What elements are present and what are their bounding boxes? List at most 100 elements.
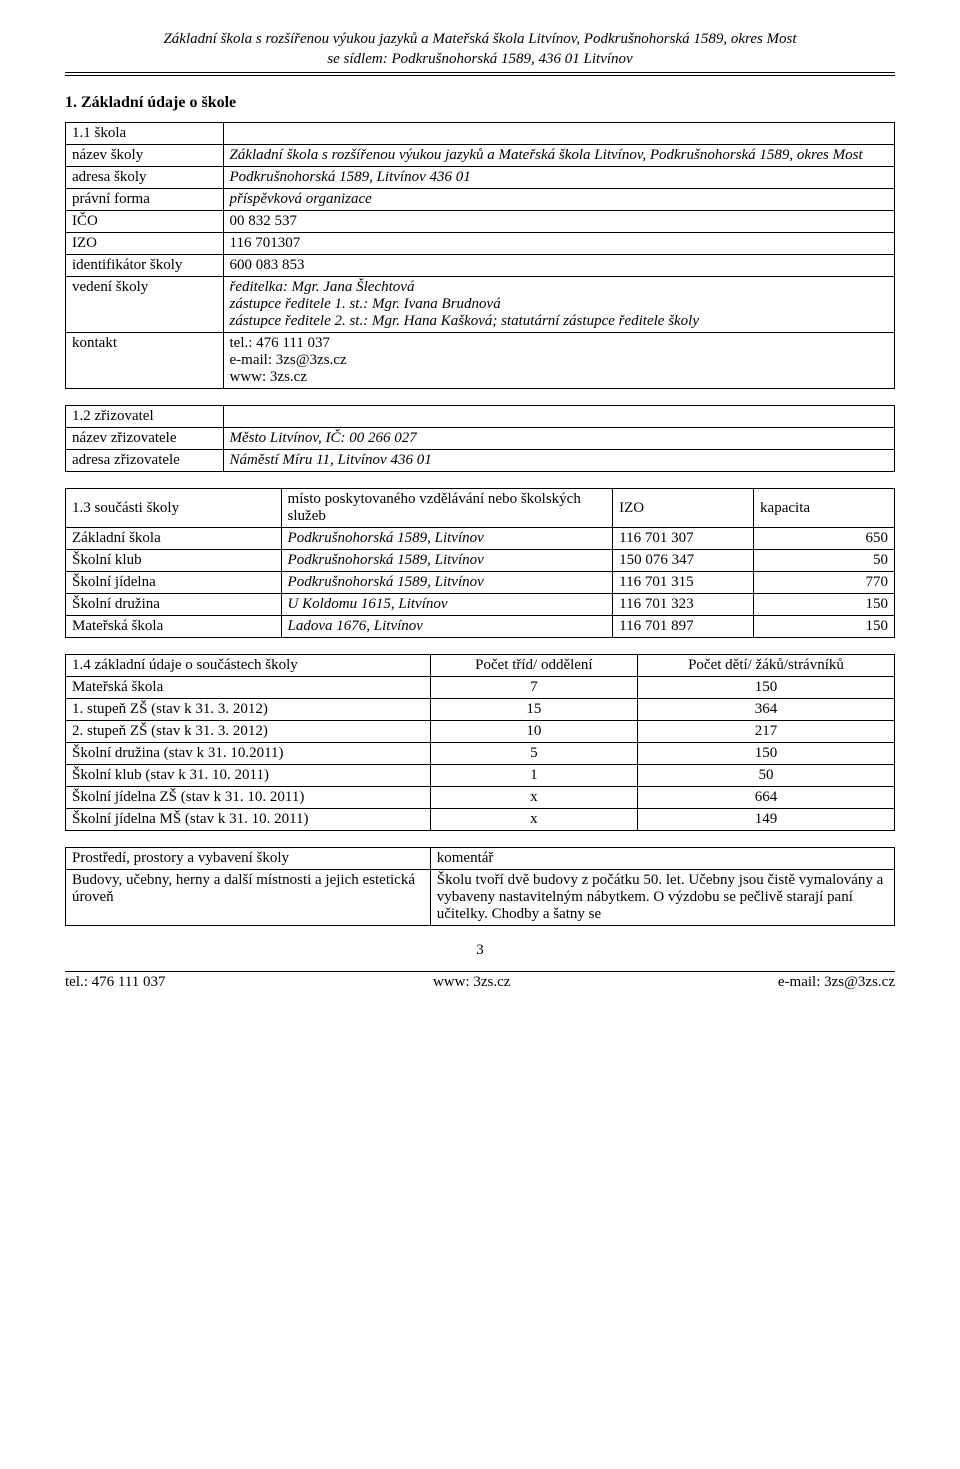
- table-cell: Školní družina (stav k 31. 10.2011): [66, 743, 431, 765]
- table-cell: 2. stupeň ZŠ (stav k 31. 3. 2012): [66, 721, 431, 743]
- letterhead-line1: Základní škola s rozšířenou výukou jazyk…: [65, 30, 895, 50]
- table-row: Mateřská škola7150: [66, 677, 895, 699]
- table-cell: 50: [754, 550, 895, 572]
- section-1-heading: 1. Základní údaje o škole: [65, 94, 895, 112]
- table-row: název zřizovateleMěsto Litvínov, IČ: 00 …: [66, 428, 895, 450]
- table-label-cell: název zřizovatele: [66, 428, 224, 450]
- table-cell: 364: [638, 699, 895, 721]
- table-label-cell: kontakt: [66, 333, 224, 389]
- table-cell: x: [430, 809, 637, 831]
- table-row: IČO00 832 537: [66, 211, 895, 233]
- page-number: 3: [65, 942, 895, 959]
- table-cell: Základní škola: [66, 528, 282, 550]
- table-label-cell: název školy: [66, 145, 224, 167]
- table-value-cell: Podkrušnohorská 1589, Litvínov 436 01: [223, 167, 895, 189]
- table-value-cell: 116 701307: [223, 233, 895, 255]
- table-row: Školní jídelnaPodkrušnohorská 1589, Litv…: [66, 572, 895, 594]
- header-divider: [65, 72, 895, 76]
- table-caption-cell: 1.2 zřizovatel: [66, 406, 224, 428]
- table-cell: 10: [430, 721, 637, 743]
- table-value-cell: Náměstí Míru 11, Litvínov 436 01: [223, 450, 895, 472]
- table-row: IZO116 701307: [66, 233, 895, 255]
- table-soucasti: 1.3 součásti školy místo poskytovaného v…: [65, 488, 895, 638]
- table-header-cell: Počet tříd/ oddělení: [430, 655, 637, 677]
- table-empty-cell: [223, 406, 895, 428]
- table-value-cell: tel.: 476 111 037 e-mail: 3zs@3zs.cz www…: [223, 333, 895, 389]
- table-row: adresa školyPodkrušnohorská 1589, Litvín…: [66, 167, 895, 189]
- table-header-cell: kapacita: [754, 489, 895, 528]
- table-row: název školyZákladní škola s rozšířenou v…: [66, 145, 895, 167]
- table-row: Školní družina (stav k 31. 10.2011)5150: [66, 743, 895, 765]
- table-row: Školní jídelna ZŠ (stav k 31. 10. 2011)x…: [66, 787, 895, 809]
- table-cell: Školní jídelna MŠ (stav k 31. 10. 2011): [66, 809, 431, 831]
- table-cell: 150: [754, 594, 895, 616]
- letterhead-line2: se sídlem: Podkrušnohorská 1589, 436 01 …: [65, 50, 895, 70]
- page-container: Základní škola s rozšířenou výukou jazyk…: [0, 0, 960, 1011]
- table-label-cell: vedení školy: [66, 277, 224, 333]
- table-cell: U Koldomu 1615, Litvínov: [281, 594, 613, 616]
- table-value-cell: ředitelka: Mgr. Jana Šlechtová zástupce …: [223, 277, 895, 333]
- table-corner-cell: 1.3 součásti školy: [66, 489, 282, 528]
- table-cell: 650: [754, 528, 895, 550]
- table-label-cell: adresa školy: [66, 167, 224, 189]
- table-value-cell: Město Litvínov, IČ: 00 266 027: [223, 428, 895, 450]
- table-header-row: Prostředí, prostory a vybavení školy kom…: [66, 848, 895, 870]
- table-row: Školní družinaU Koldomu 1615, Litvínov11…: [66, 594, 895, 616]
- table-cell: Školní klub (stav k 31. 10. 2011): [66, 765, 431, 787]
- table-label-cell: adresa zřizovatele: [66, 450, 224, 472]
- table-cell: Podkrušnohorská 1589, Litvínov: [281, 528, 613, 550]
- table-row: Budovy, učebny, herny a další místnosti …: [66, 870, 895, 926]
- table-row: Školní klubPodkrušnohorská 1589, Litvíno…: [66, 550, 895, 572]
- table-prostredi: Prostředí, prostory a vybavení školy kom…: [65, 847, 895, 926]
- table-row: Školní klub (stav k 31. 10. 2011)150: [66, 765, 895, 787]
- table-header-cell: komentář: [430, 848, 894, 870]
- table-cell: 150: [638, 743, 895, 765]
- table-cell: 50: [638, 765, 895, 787]
- table-cell: 770: [754, 572, 895, 594]
- table-row: Mateřská školaLadova 1676, Litvínov116 7…: [66, 616, 895, 638]
- table-cell: Budovy, učebny, herny a další místnosti …: [66, 870, 431, 926]
- table-header-cell: místo poskytovaného vzdělávání nebo škol…: [281, 489, 613, 528]
- table-row: právní formapříspěvková organizace: [66, 189, 895, 211]
- table-row: identifikátor školy600 083 853: [66, 255, 895, 277]
- table-row: kontakttel.: 476 111 037 e-mail: 3zs@3zs…: [66, 333, 895, 389]
- table-cell: 1. stupeň ZŠ (stav k 31. 3. 2012): [66, 699, 431, 721]
- table-row: vedení školyředitelka: Mgr. Jana Šlechto…: [66, 277, 895, 333]
- table-value-cell: příspěvková organizace: [223, 189, 895, 211]
- table-label-cell: identifikátor školy: [66, 255, 224, 277]
- table-cell: Školu tvoří dvě budovy z počátku 50. let…: [430, 870, 894, 926]
- table-cell: 664: [638, 787, 895, 809]
- table-cell: Mateřská škola: [66, 616, 282, 638]
- table-cell: 7: [430, 677, 637, 699]
- footer-web: www: 3zs.cz: [433, 974, 510, 991]
- table-cell: Školní jídelna: [66, 572, 282, 594]
- table-row: 1.1 škola: [66, 123, 895, 145]
- table-value-cell: 600 083 853: [223, 255, 895, 277]
- table-cell: 149: [638, 809, 895, 831]
- table-cell: Školní družina: [66, 594, 282, 616]
- table-cell: Podkrušnohorská 1589, Litvínov: [281, 550, 613, 572]
- table-header-cell: Prostředí, prostory a vybavení školy: [66, 848, 431, 870]
- table-caption-cell: 1.1 škola: [66, 123, 224, 145]
- table-cell: 1: [430, 765, 637, 787]
- table-zrizovatel: 1.2 zřizovatel název zřizovateleMěsto Li…: [65, 405, 895, 472]
- table-value-cell: Základní škola s rozšířenou výukou jazyk…: [223, 145, 895, 167]
- footer-phone: tel.: 476 111 037: [65, 974, 166, 991]
- table-cell: Podkrušnohorská 1589, Litvínov: [281, 572, 613, 594]
- table-cell: Školní jídelna ZŠ (stav k 31. 10. 2011): [66, 787, 431, 809]
- table-cell: 150: [638, 677, 895, 699]
- table-cell: 15: [430, 699, 637, 721]
- table-skola: 1.1 škola název školyZákladní škola s ro…: [65, 122, 895, 389]
- table-cell: x: [430, 787, 637, 809]
- table-cell: 217: [638, 721, 895, 743]
- table-label-cell: IČO: [66, 211, 224, 233]
- table-cell: 150 076 347: [613, 550, 754, 572]
- table-row: adresa zřizovateleNáměstí Míru 11, Litví…: [66, 450, 895, 472]
- table-header-cell: Počet dětí/ žáků/strávníků: [638, 655, 895, 677]
- table-cell: 116 701 315: [613, 572, 754, 594]
- table-cell: 116 701 897: [613, 616, 754, 638]
- table-cell: 116 701 307: [613, 528, 754, 550]
- table-header-row: 1.3 součásti školy místo poskytovaného v…: [66, 489, 895, 528]
- footer-email: e-mail: 3zs@3zs.cz: [778, 974, 895, 991]
- table-cell: Školní klub: [66, 550, 282, 572]
